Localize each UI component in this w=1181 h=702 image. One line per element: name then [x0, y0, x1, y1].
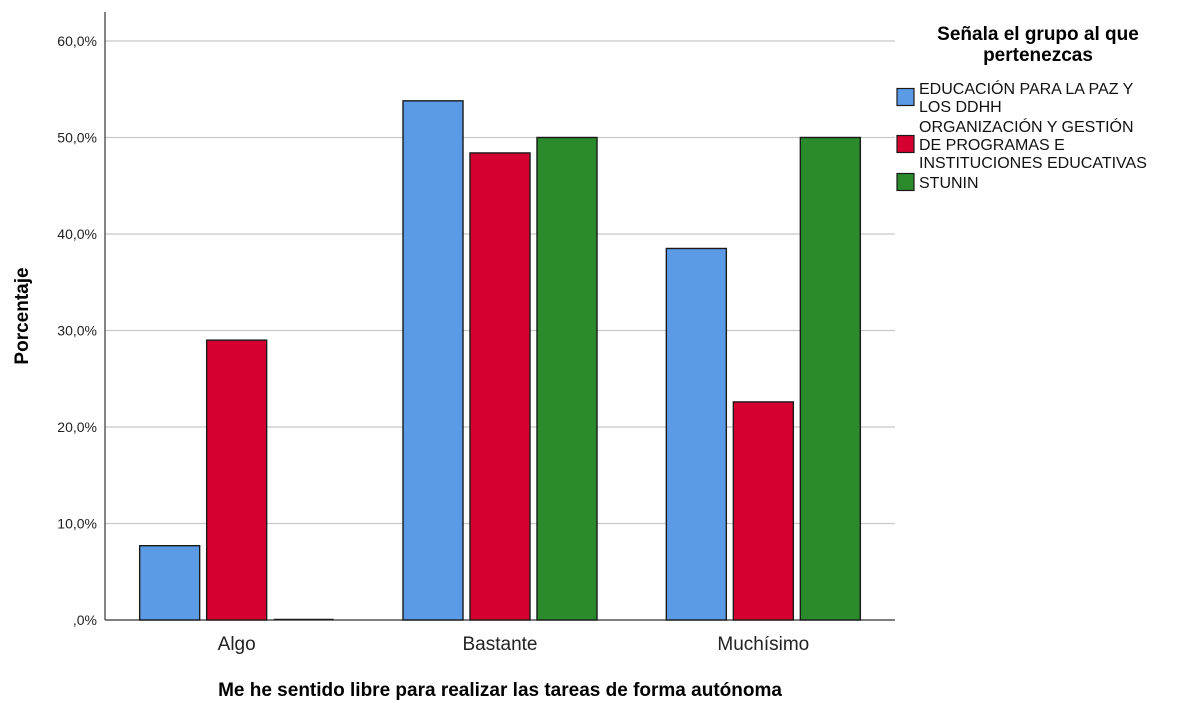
x-tick-label: Muchísimo: [717, 634, 809, 655]
bar: [536, 136, 598, 621]
bar: [469, 152, 531, 621]
x-axis-title: Me he sentido libre para realizar las ta…: [218, 680, 782, 701]
y-axis-title: Porcentaje: [12, 267, 33, 364]
legend-title: pertenezcas: [983, 45, 1093, 66]
bar: [665, 247, 728, 621]
bar: [205, 339, 268, 621]
y-tick-label: 20,0%: [57, 419, 97, 435]
y-tick-label: 30,0%: [57, 323, 97, 339]
legend-entry-label: INSTITUCIONES EDUCATIVAS: [919, 155, 1147, 172]
legend-swatch: [896, 134, 915, 154]
y-tick-label: 60,0%: [57, 33, 97, 49]
y-tick-label: 10,0%: [57, 516, 97, 532]
y-tick-label: 50,0%: [57, 130, 97, 146]
legend-title: Señala el grupo al que: [937, 24, 1139, 45]
bar: [138, 544, 201, 621]
legend-entry-label: ORGANIZACIÓN Y GESTIÓN: [919, 117, 1134, 136]
legend-entry-label: EDUCACIÓN PARA LA PAZ Y: [919, 79, 1134, 98]
x-tick-label: Algo: [218, 634, 256, 655]
bar: [732, 401, 795, 621]
bar: [402, 100, 464, 621]
legend-entry-label: LOS DDHH: [919, 99, 1002, 116]
legend-swatch: [896, 87, 915, 107]
y-tick-label: ,0%: [73, 612, 97, 628]
legend-entry-label: DE PROGRAMAS E: [919, 137, 1065, 154]
legend-entry-label: STUNIN: [919, 175, 979, 192]
bar: [799, 136, 862, 621]
x-tick-label: Bastante: [463, 634, 538, 655]
legend-swatch: [896, 172, 915, 192]
y-tick-label: 40,0%: [57, 226, 97, 242]
